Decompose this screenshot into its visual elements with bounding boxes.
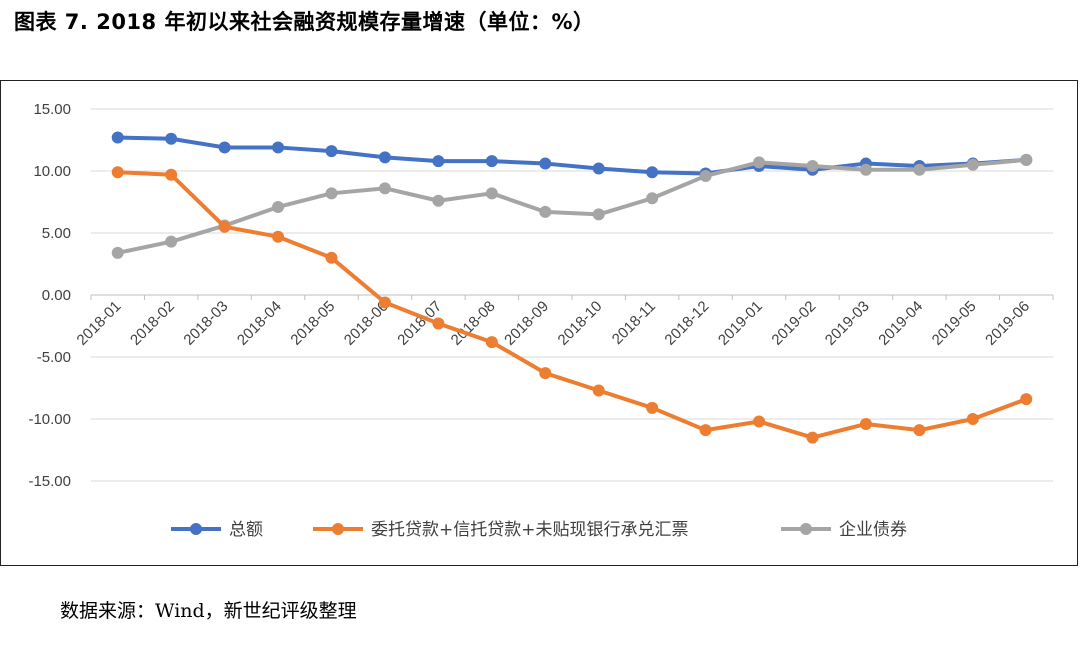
data-point	[966, 413, 979, 425]
data-point	[539, 205, 552, 218]
x-tick-label: 2019-03	[822, 298, 873, 349]
x-tick-label: 2018-03	[180, 298, 231, 349]
data-point	[165, 235, 178, 248]
data-point	[378, 296, 391, 309]
y-tick-label: -10.00	[28, 411, 71, 428]
legend: 总额 委托贷款+信托贷款+未贴现银行承兑汇票 企业债券	[171, 520, 907, 540]
data-point	[378, 151, 391, 164]
x-tick-label: 2018-02	[127, 298, 178, 349]
y-axis-ticks: 15.00 10.00 5.00 0.00 -5.00 -10.00 -15.00	[28, 101, 71, 490]
data-point	[325, 251, 338, 264]
data-point	[485, 155, 498, 168]
data-point	[859, 417, 872, 430]
data-point	[485, 336, 498, 349]
data-point	[325, 187, 338, 200]
data-point	[111, 166, 124, 179]
line-chart: 15.00 10.00 5.00 0.00 -5.00 -10.00 -15.00 2018…	[28, 101, 1054, 540]
data-point	[111, 131, 124, 144]
data-point	[1020, 393, 1033, 406]
x-tick-label: 2018-01	[74, 298, 125, 349]
legend-item: 总额	[171, 520, 263, 540]
x-tick-label: 2019-06	[982, 298, 1033, 349]
x-tick-label: 2019-05	[929, 298, 980, 349]
data-point	[913, 163, 926, 176]
data-point	[111, 246, 124, 259]
x-tick-label: 2018-09	[501, 298, 552, 349]
data-point	[539, 157, 552, 170]
y-tick-label: 10.00	[33, 163, 71, 180]
legend-swatch-marker	[190, 523, 202, 535]
data-point	[913, 424, 926, 437]
data-source-note: 数据来源：Wind，新世纪评级整理	[60, 600, 357, 622]
legend-item: 企业债券	[781, 520, 907, 540]
y-tick-label: -15.00	[28, 473, 71, 490]
data-point	[272, 230, 285, 243]
data-point	[646, 166, 659, 179]
data-point	[592, 384, 605, 397]
legend-label: 总额	[229, 520, 263, 540]
x-axis-ticks: 2018-01 2018-02 2018-03 2018-04 2018-05 2018-…	[74, 298, 1034, 349]
y-tick-label: 5.00	[42, 225, 71, 242]
data-point	[592, 208, 605, 221]
data-point	[539, 367, 552, 380]
data-point	[753, 156, 766, 169]
data-point	[753, 415, 766, 428]
legend-label: 委托贷款+信托贷款+未贴现银行承兑汇票	[371, 520, 689, 540]
data-point	[699, 169, 712, 182]
data-point	[646, 192, 659, 205]
data-point	[1020, 153, 1033, 166]
y-tick-label: 15.00	[33, 101, 71, 118]
data-point	[485, 187, 498, 200]
data-point	[272, 200, 285, 213]
data-point	[378, 182, 391, 195]
legend-swatch-marker	[332, 523, 344, 535]
series-line	[115, 135, 1029, 176]
y-tick-label: 0.00	[42, 287, 71, 304]
y-tick-label: -5.00	[37, 349, 71, 366]
data-point	[646, 401, 659, 414]
series-line	[115, 170, 1029, 440]
x-tick-label: 2019-02	[768, 298, 819, 349]
data-point	[859, 163, 872, 176]
data-point	[165, 132, 178, 145]
data-point	[592, 162, 605, 175]
data-point	[699, 424, 712, 437]
series-layer	[111, 131, 1033, 444]
series-1	[111, 166, 1033, 444]
x-tick-label: 2018-11	[609, 298, 659, 348]
data-point	[432, 317, 445, 330]
x-tick-label: 2018-12	[661, 298, 712, 349]
series-line	[115, 157, 1029, 255]
data-point	[218, 141, 231, 154]
data-point	[432, 155, 445, 168]
data-point	[218, 220, 231, 233]
data-point	[432, 194, 445, 207]
legend-item: 委托贷款+信托贷款+未贴现银行承兑汇票	[313, 520, 689, 540]
x-tick-label: 2018-05	[287, 298, 338, 349]
series-2	[111, 153, 1033, 259]
data-point	[806, 160, 819, 173]
data-point	[966, 158, 979, 171]
x-tick-label: 2019-04	[875, 298, 926, 349]
legend-swatch-marker	[800, 523, 812, 535]
data-point	[165, 168, 178, 181]
x-tick-label: 2019-01	[715, 298, 766, 349]
data-point	[325, 145, 338, 158]
x-tick-label: 2018-10	[555, 298, 606, 349]
series-0	[111, 131, 1033, 180]
data-point	[806, 431, 819, 444]
chart-frame: 15.00 10.00 5.00 0.00 -5.00 -10.00 -15.00 2018…	[0, 80, 1078, 566]
legend-label: 企业债券	[839, 520, 907, 540]
x-tick-label: 2018-04	[234, 298, 285, 349]
figure-title: 图表 7. 2018 年初以来社会融资规模存量增速（单位：%）	[14, 10, 595, 34]
data-point	[272, 141, 285, 154]
